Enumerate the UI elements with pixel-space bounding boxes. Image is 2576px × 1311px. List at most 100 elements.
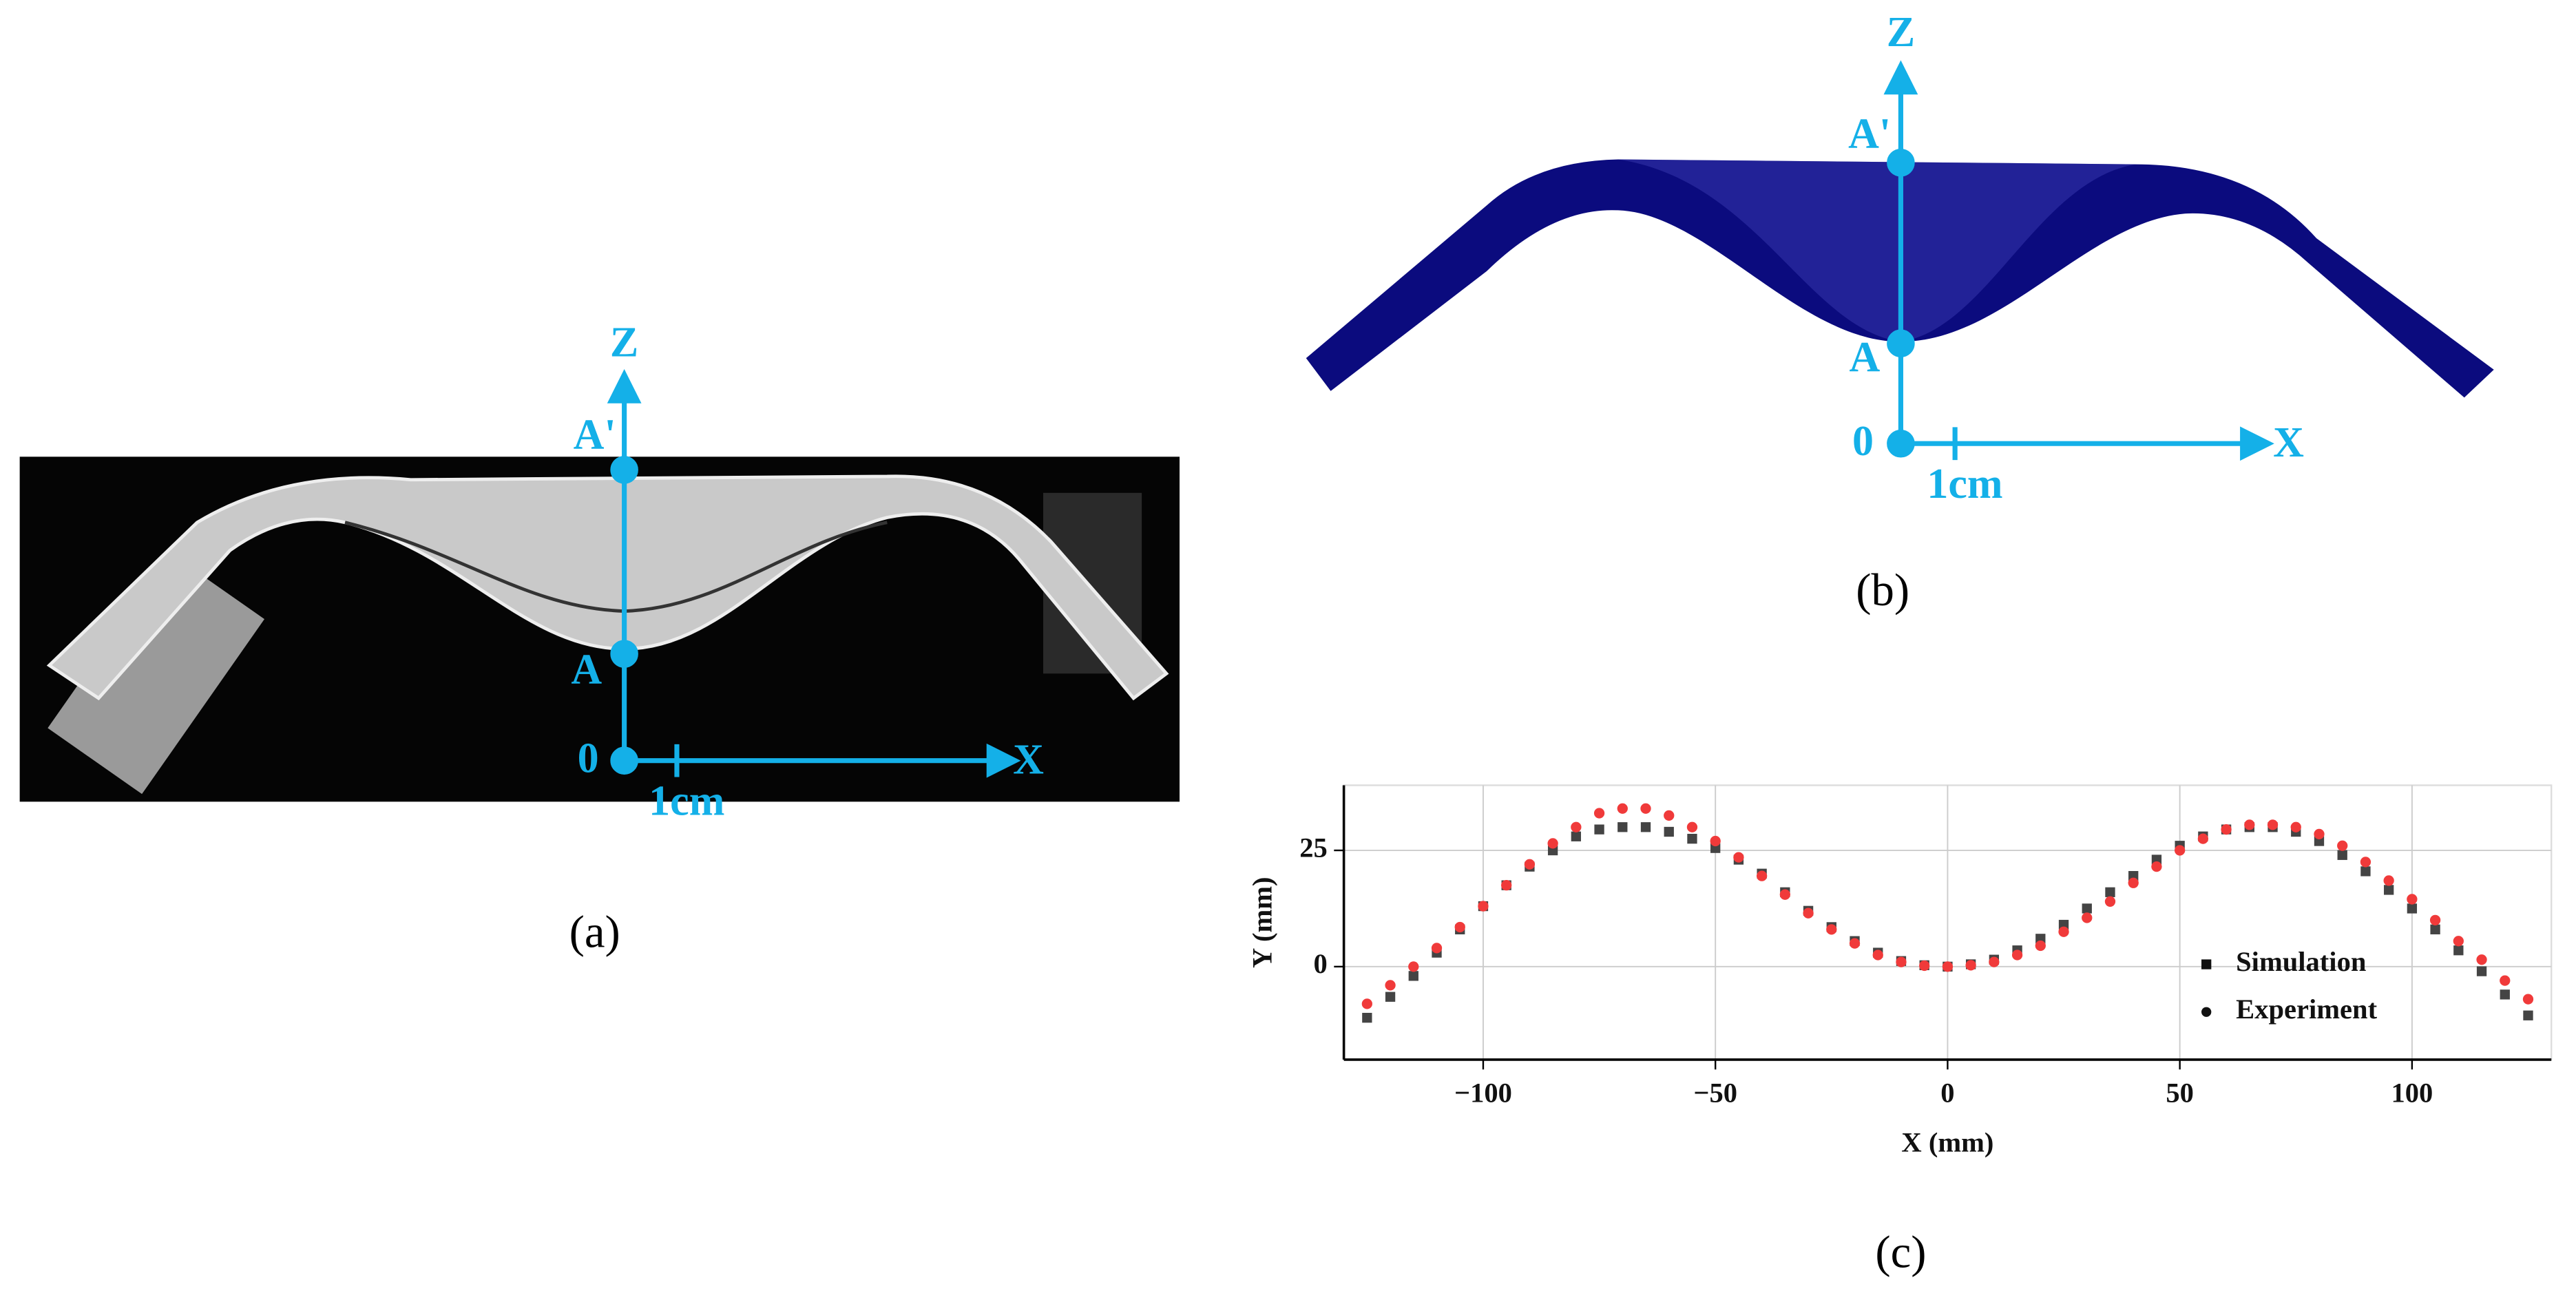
point	[2360, 866, 2371, 877]
point	[1361, 998, 1372, 1009]
point	[2383, 885, 2394, 895]
point	[1989, 956, 2000, 967]
point	[1385, 980, 1396, 991]
point	[1408, 961, 1419, 972]
chart-c: −100 −50 0 50 100 0 25 X (mm) Y (mm) Simulation Ex…	[1246, 784, 2553, 1278]
axes-a	[607, 369, 1021, 778]
point	[2429, 914, 2441, 925]
ruler	[48, 553, 265, 795]
y-axis-label: Y (mm)	[1246, 877, 1277, 967]
point	[2082, 903, 2092, 914]
point	[2360, 857, 2371, 868]
legend-marker	[2201, 1007, 2212, 1017]
point	[2011, 950, 2023, 961]
point	[1408, 971, 1418, 981]
axis-label: Z	[610, 319, 638, 366]
point	[1617, 803, 1628, 814]
point	[1571, 831, 1582, 841]
origin-label: 0	[1852, 418, 1874, 465]
point	[2523, 1010, 2533, 1020]
point-label: A'	[574, 411, 616, 458]
scale-label: 1cm	[649, 777, 724, 824]
axis-label: Z	[1887, 9, 1915, 56]
point	[1779, 889, 1790, 900]
point	[1362, 1012, 1372, 1023]
point	[2500, 975, 2511, 986]
point	[2476, 954, 2487, 965]
point	[2500, 989, 2510, 1000]
point	[2407, 903, 2418, 914]
point	[1965, 960, 1976, 971]
point	[2267, 819, 2279, 830]
point	[1640, 803, 1651, 814]
point	[2128, 877, 2139, 888]
x-tick-label: −50	[1693, 1078, 1737, 1109]
legend-label: Experiment	[2236, 994, 2377, 1025]
axis-label: X	[2273, 419, 2304, 466]
origin-label: 0	[578, 735, 599, 782]
point	[2175, 845, 2186, 856]
point	[1454, 921, 1465, 933]
point	[2337, 850, 2347, 860]
point	[1594, 824, 1604, 835]
x-tick-label: 0	[1940, 1078, 1954, 1109]
point	[2244, 819, 2255, 830]
point	[1431, 943, 1443, 954]
point	[2430, 924, 2440, 934]
point	[1664, 826, 1674, 837]
point	[1756, 870, 1768, 881]
point	[2058, 926, 2069, 937]
point	[1524, 859, 1536, 870]
caption: (c)	[1875, 1227, 1926, 1278]
point	[1942, 961, 1954, 972]
point-label: A'	[1848, 111, 1891, 158]
x-tick-label: 100	[2391, 1078, 2433, 1109]
point	[2476, 966, 2487, 976]
point	[1919, 960, 1930, 972]
point	[2035, 940, 2046, 952]
point-label: A	[571, 646, 602, 693]
point	[1664, 810, 1675, 821]
x-tick-label: −100	[1454, 1078, 1512, 1109]
axis-label: X	[1013, 737, 1044, 784]
point-label: A	[1850, 334, 1881, 381]
caption: (a)	[569, 906, 620, 957]
point	[2082, 912, 2093, 923]
point	[1571, 821, 1582, 832]
point	[2314, 828, 2325, 840]
point	[1478, 901, 1489, 912]
point	[1385, 992, 1396, 1002]
point	[1593, 808, 1605, 819]
scale-label: 1cm	[1927, 461, 2002, 507]
axes-b	[1883, 60, 2274, 461]
point	[1803, 908, 1814, 919]
point	[2453, 936, 2464, 947]
point	[2522, 994, 2534, 1005]
point	[1640, 822, 1651, 832]
x-tick-label: 50	[2166, 1078, 2194, 1109]
point	[1826, 924, 1837, 935]
point	[2407, 894, 2418, 905]
caption: (b)	[1856, 565, 1909, 616]
point	[2151, 861, 2162, 872]
point	[1687, 833, 1697, 844]
fan-lines	[1618, 159, 2136, 342]
point	[1733, 852, 1744, 863]
point	[2221, 824, 2232, 835]
point	[2337, 840, 2348, 851]
point	[2104, 896, 2116, 907]
point	[2197, 833, 2209, 844]
point	[2383, 875, 2394, 886]
point	[2290, 821, 2301, 832]
point	[1872, 950, 1883, 961]
point	[2105, 887, 2115, 897]
y-tick-label: 25	[1299, 832, 1328, 863]
point	[2453, 945, 2464, 956]
point	[1501, 880, 1512, 891]
point	[1710, 835, 1721, 847]
point	[1617, 822, 1628, 832]
point	[1849, 938, 1861, 949]
point	[1686, 821, 1698, 832]
legend-label: Simulation	[2236, 946, 2366, 977]
